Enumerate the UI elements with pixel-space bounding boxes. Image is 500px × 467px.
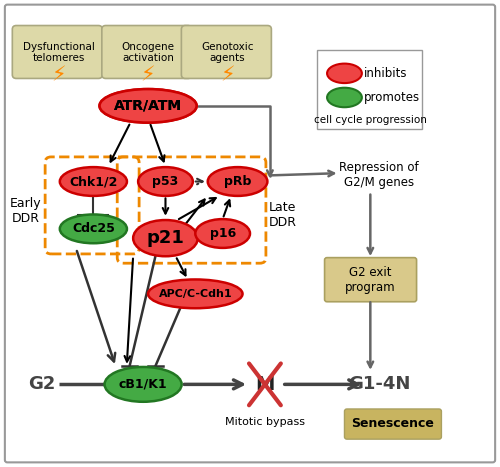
FancyBboxPatch shape	[317, 50, 422, 129]
Text: G2 exit
program: G2 exit program	[345, 266, 396, 294]
Text: G2: G2	[28, 375, 56, 393]
Ellipse shape	[100, 89, 196, 122]
Ellipse shape	[104, 367, 182, 402]
Text: pRb: pRb	[224, 175, 252, 188]
FancyBboxPatch shape	[344, 409, 442, 439]
FancyBboxPatch shape	[102, 26, 192, 78]
Text: Early
DDR: Early DDR	[10, 197, 41, 225]
Text: p53: p53	[152, 175, 178, 188]
Text: cell cycle progression: cell cycle progression	[314, 115, 427, 125]
Text: Mitotic bypass: Mitotic bypass	[225, 417, 305, 426]
Text: Dysfunctional
telomeres: Dysfunctional telomeres	[22, 42, 95, 63]
Text: Oncogene
activation: Oncogene activation	[122, 42, 174, 63]
FancyBboxPatch shape	[12, 26, 102, 78]
Ellipse shape	[196, 219, 250, 248]
Text: p16: p16	[210, 227, 236, 240]
Ellipse shape	[148, 279, 242, 308]
Text: ⚡: ⚡	[52, 66, 66, 85]
Text: promotes: promotes	[364, 91, 420, 104]
Ellipse shape	[100, 89, 196, 122]
FancyBboxPatch shape	[182, 26, 272, 78]
Text: ⚡: ⚡	[220, 66, 235, 85]
Text: ⚡: ⚡	[141, 66, 156, 85]
Text: G1-4N: G1-4N	[348, 375, 410, 393]
Text: ATR/ATM: ATR/ATM	[114, 99, 182, 113]
Text: Late
DDR: Late DDR	[269, 201, 297, 229]
Text: ATR/ATM: ATR/ATM	[114, 99, 182, 113]
Text: Genotoxic
agents: Genotoxic agents	[202, 42, 254, 63]
Text: Senescence: Senescence	[352, 417, 434, 430]
Text: Chk1/2: Chk1/2	[69, 175, 117, 188]
Text: inhibits: inhibits	[364, 67, 408, 80]
FancyBboxPatch shape	[5, 5, 495, 462]
Ellipse shape	[327, 64, 362, 83]
Text: p21: p21	[146, 229, 184, 247]
Text: Cdc25: Cdc25	[72, 222, 115, 235]
Text: cB1/K1: cB1/K1	[119, 378, 168, 391]
Text: M: M	[255, 375, 274, 394]
Ellipse shape	[60, 214, 127, 243]
Ellipse shape	[138, 167, 193, 196]
Ellipse shape	[208, 167, 268, 196]
FancyBboxPatch shape	[324, 258, 416, 302]
Text: APC/C-Cdh1: APC/C-Cdh1	[158, 289, 232, 299]
Ellipse shape	[327, 88, 362, 107]
Ellipse shape	[60, 167, 127, 196]
Text: Repression of
G2/M genes: Repression of G2/M genes	[340, 162, 419, 190]
Ellipse shape	[133, 220, 198, 256]
